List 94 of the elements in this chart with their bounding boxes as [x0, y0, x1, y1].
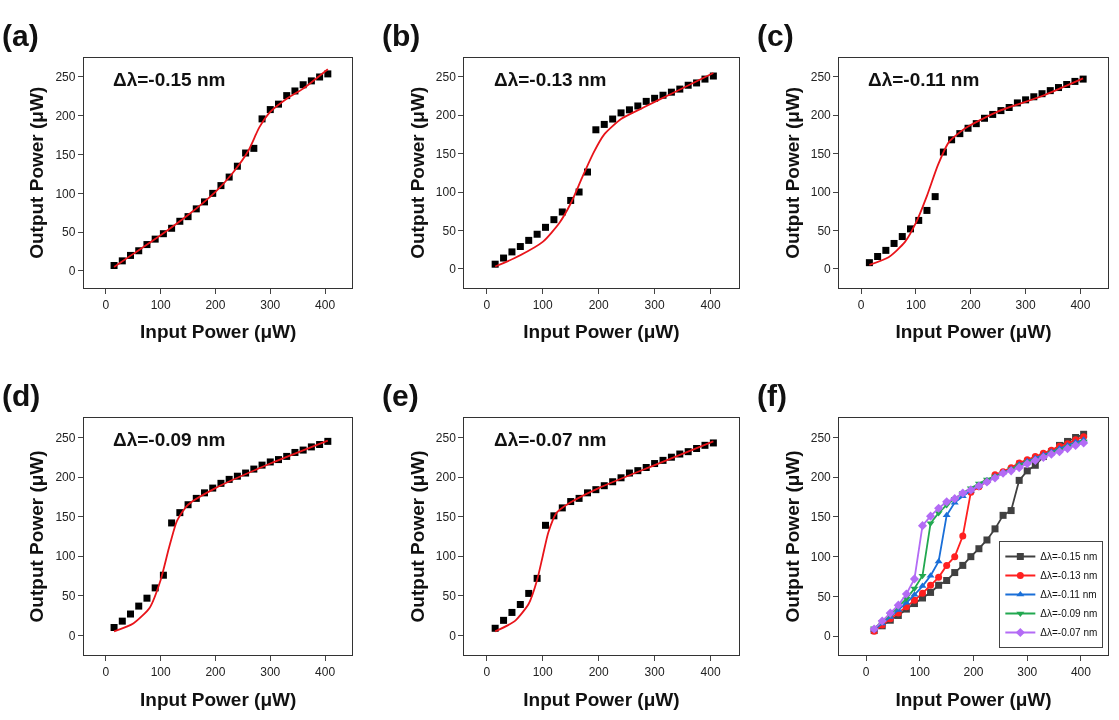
x-tick-label: 100: [532, 664, 554, 679]
y-tick-label: 50: [442, 589, 457, 603]
y-tick-label: 0: [68, 628, 76, 643]
x-tick-label: 300: [1015, 297, 1036, 312]
x-tick-label: 0: [862, 664, 870, 679]
chart-title: (a): [2, 19, 39, 52]
y-tick-label: 100: [435, 549, 457, 564]
x-tick-label: 300: [1017, 664, 1038, 679]
y-axis-title: Output Power (μW): [406, 86, 428, 259]
y-tick-label: 0: [824, 629, 832, 644]
x-tick-label: 300: [260, 297, 281, 312]
y-tick-label: 250: [810, 70, 832, 84]
x-axis-title: Input Power (μW): [523, 321, 680, 343]
y-tick-label: 150: [810, 146, 832, 161]
chart-title: (f): [757, 379, 787, 412]
y-tick-label: 150: [55, 147, 76, 162]
x-tick-label: 100: [909, 664, 931, 679]
y-tick-label: 200: [55, 470, 76, 485]
y-tick-label: 100: [810, 185, 832, 200]
y-tick-label: 100: [810, 549, 832, 564]
chart-title: (e): [382, 379, 419, 412]
x-axis-title: Input Power (μW): [895, 688, 1052, 710]
y-tick-label: 0: [68, 264, 76, 279]
x-tick-label: 0: [857, 297, 865, 312]
y-tick-label: 200: [810, 470, 832, 485]
legend-label: Δλ=-0.07 nm: [1040, 627, 1098, 639]
chart-title: (b): [382, 19, 421, 52]
x-axis-title: Input Power (μW): [140, 321, 297, 343]
x-tick-label: 300: [644, 297, 665, 312]
x-tick-label: 200: [588, 297, 609, 312]
legend-label: Δλ=-0.13 nm: [1040, 570, 1098, 582]
x-tick-label: 100: [532, 297, 554, 312]
y-tick-label: 50: [817, 223, 832, 238]
y-axis-title: Output Power (μW): [26, 450, 48, 623]
x-tick-label: 0: [483, 297, 491, 312]
x-tick-label: 0: [102, 664, 110, 679]
chart-title: (d): [2, 379, 41, 412]
x-tick-label: 100: [905, 297, 927, 312]
y-tick-label: 50: [62, 589, 76, 603]
x-axis-title: Input Power (μW): [140, 688, 297, 710]
y-tick-label: 100: [435, 185, 457, 200]
x-tick-label: 400: [1070, 664, 1092, 679]
annotation: Δλ=-0.09 nm: [113, 429, 226, 450]
x-tick-label: 0: [102, 297, 110, 312]
y-tick-label: 250: [435, 430, 457, 445]
y-tick-label: 50: [442, 223, 457, 238]
y-tick-label: 150: [435, 146, 457, 161]
y-tick-label: 200: [810, 108, 832, 123]
x-tick-label: 300: [260, 664, 281, 679]
annotation: Δλ=-0.13 nm: [494, 69, 607, 90]
y-tick-label: 100: [55, 549, 76, 564]
x-tick-label: 200: [205, 664, 226, 679]
x-tick-label: 200: [588, 664, 609, 679]
y-axis-title: Output Power (μW): [781, 86, 803, 259]
annotation: Δλ=-0.07 nm: [494, 429, 607, 450]
x-tick-label: 400: [1070, 297, 1091, 312]
x-tick-label: 100: [150, 297, 171, 312]
x-tick-label: 200: [205, 297, 226, 312]
y-tick-label: 100: [55, 186, 76, 201]
y-tick-label: 250: [55, 430, 76, 445]
legend-label: Δλ=-0.09 nm: [1040, 608, 1098, 620]
x-tick-label: 400: [700, 664, 721, 679]
x-tick-label: 400: [315, 664, 336, 679]
legend-label: Δλ=-0.15 nm: [1040, 551, 1098, 563]
x-tick-label: 200: [963, 664, 984, 679]
y-tick-label: 250: [55, 70, 76, 85]
y-tick-label: 0: [449, 628, 457, 643]
chart-title: (c): [757, 19, 794, 52]
x-tick-label: 0: [483, 664, 491, 679]
annotation: Δλ=-0.11 nm: [868, 69, 980, 90]
x-tick-label: 300: [644, 664, 665, 679]
y-tick-label: 0: [824, 262, 832, 276]
y-tick-label: 150: [810, 510, 832, 525]
y-axis-title: Output Power (μW): [781, 450, 803, 623]
x-tick-label: 400: [315, 297, 336, 312]
legend-label: Δλ=-0.11 nm: [1040, 589, 1097, 601]
y-tick-label: 0: [449, 262, 457, 276]
y-tick-label: 150: [435, 509, 457, 524]
y-tick-label: 50: [817, 589, 832, 604]
y-axis-title: Output Power (μW): [26, 86, 48, 259]
x-tick-label: 200: [960, 297, 982, 312]
y-axis-title: Output Power (μW): [406, 450, 428, 623]
y-tick-label: 250: [435, 70, 457, 84]
x-tick-label: 400: [700, 297, 721, 312]
y-tick-label: 200: [55, 108, 76, 123]
y-tick-label: 50: [62, 225, 76, 240]
x-axis-title: Input Power (μW): [523, 688, 680, 710]
x-tick-label: 100: [150, 664, 171, 679]
y-tick-label: 200: [435, 470, 457, 485]
y-tick-label: 200: [435, 108, 457, 123]
x-axis-title: Input Power (μW): [895, 321, 1052, 343]
y-tick-label: 250: [810, 430, 832, 445]
y-tick-label: 150: [55, 509, 76, 524]
annotation: Δλ=-0.15 nm: [113, 69, 226, 90]
